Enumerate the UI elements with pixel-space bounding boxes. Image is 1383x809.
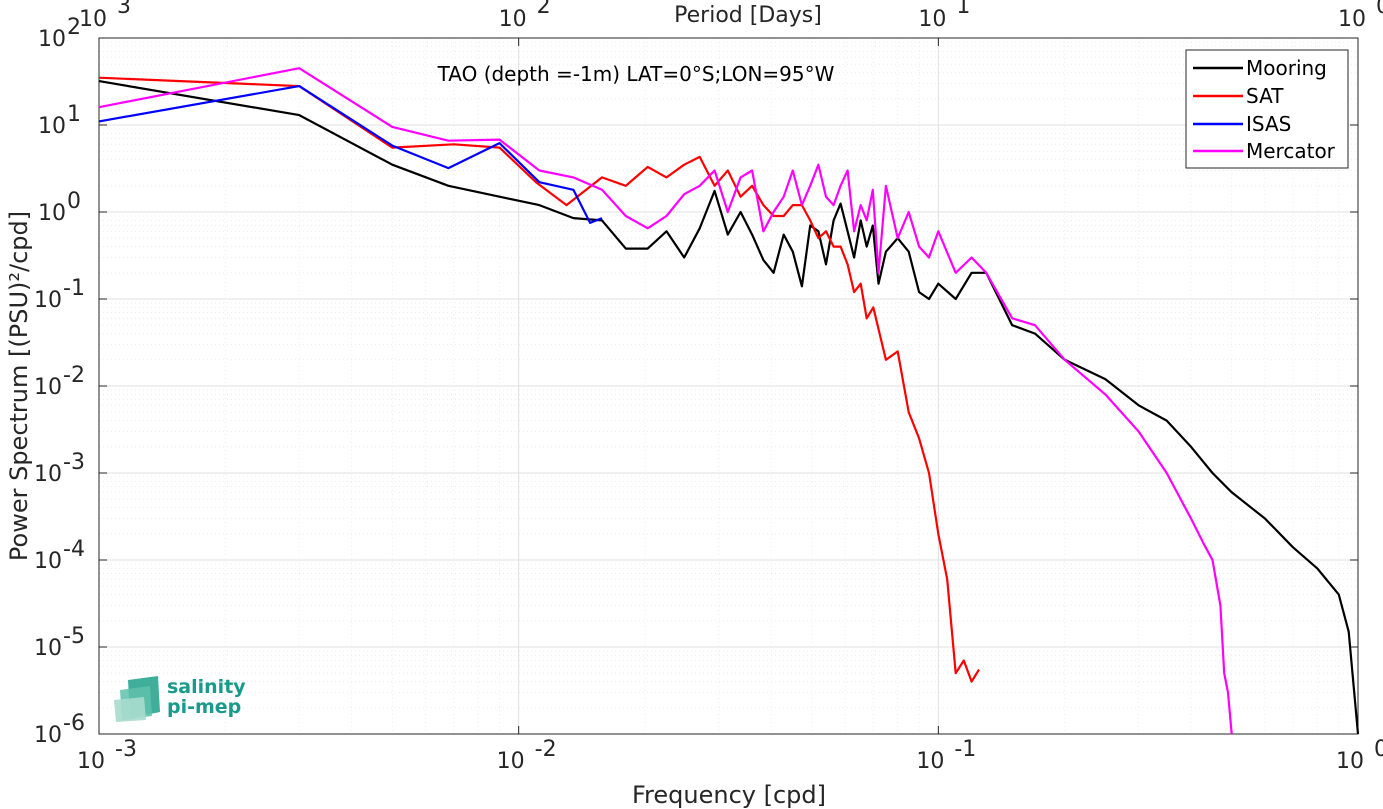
series-line-sat xyxy=(98,76,980,683)
top-tick-label: 10 xyxy=(79,7,107,32)
legend-label-sat: SAT xyxy=(1246,84,1284,108)
top-tick-label: 10 xyxy=(1338,7,1366,32)
x-tick-exponent: -2 xyxy=(535,737,557,762)
series-line-isas xyxy=(98,84,603,224)
y-tick-label: 10 xyxy=(34,549,62,574)
top-tick-exponent: 0 xyxy=(1376,0,1383,19)
logo-text-line2: pi-mep xyxy=(167,696,241,718)
axis-ticks: 10-310-210-110010310210110010210110010-1… xyxy=(34,0,1383,774)
series-line-mercator xyxy=(98,67,1233,735)
y-tick-exponent: -4 xyxy=(63,537,85,562)
series-line-mooring xyxy=(98,80,1360,735)
legend-label-mooring: Mooring xyxy=(1246,56,1327,80)
x-tick-label: 10 xyxy=(497,749,525,774)
top-tick-exponent: 3 xyxy=(117,0,131,19)
y-tick-exponent: -2 xyxy=(63,363,85,388)
y-tick-exponent: 0 xyxy=(67,189,81,214)
y-tick-exponent: 1 xyxy=(67,102,81,127)
top-tick-label: 10 xyxy=(918,7,946,32)
top-tick-exponent: 1 xyxy=(956,0,970,19)
top-axis-label: Period [Days] xyxy=(674,3,822,28)
y-tick-label: 10 xyxy=(34,375,62,400)
y-tick-exponent: -1 xyxy=(63,276,85,301)
legend: Mooring SAT ISAS Mercator xyxy=(1185,49,1349,169)
y-tick-label: 10 xyxy=(38,27,66,52)
y-tick-exponent: 2 xyxy=(67,15,81,40)
x-tick-label: 10 xyxy=(1336,749,1364,774)
top-tick-exponent: 2 xyxy=(537,0,551,19)
chart-title: TAO (depth =-1m) LAT=0°S;LON=95°W xyxy=(437,62,835,86)
x-tick-exponent: 0 xyxy=(1374,737,1383,762)
top-tick-label: 10 xyxy=(499,7,527,32)
y-tick-label: 10 xyxy=(34,288,62,313)
y-tick-exponent: -3 xyxy=(63,450,85,475)
y-tick-label: 10 xyxy=(34,462,62,487)
series-layer xyxy=(98,67,1360,735)
y-tick-label: 10 xyxy=(34,723,62,748)
y-tick-label: 10 xyxy=(38,114,66,139)
y-tick-exponent: -6 xyxy=(63,711,85,736)
y-tick-exponent: -5 xyxy=(63,624,85,649)
y-tick-label: 10 xyxy=(34,636,62,661)
x-tick-exponent: -3 xyxy=(115,737,137,762)
x-tick-exponent: -1 xyxy=(954,737,976,762)
logo-wave-shape-front xyxy=(114,697,146,722)
legend-box xyxy=(1185,49,1349,169)
x-axis-label: Frequency [cpd] xyxy=(632,781,826,809)
x-tick-label: 10 xyxy=(77,749,105,774)
grid-lines xyxy=(98,38,1358,735)
legend-label-mercator: Mercator xyxy=(1246,139,1336,163)
y-tick-label: 10 xyxy=(38,201,66,226)
legend-label-isas: ISAS xyxy=(1246,112,1291,136)
x-tick-label: 10 xyxy=(916,749,944,774)
y-axis-label: Power Spectrum [(PSU)²/cpd] xyxy=(5,211,33,561)
salinity-pi-mep-logo: salinity pi-mep xyxy=(114,676,246,722)
logo-text-line1: salinity xyxy=(167,676,246,698)
